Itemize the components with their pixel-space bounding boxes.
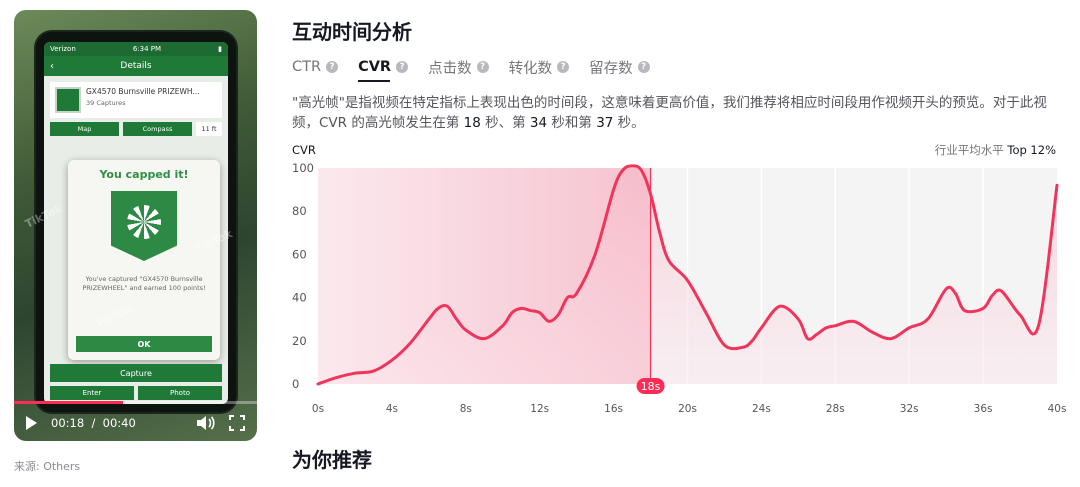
tab-retention[interactable]: 留存数 ? [589, 56, 650, 78]
help-icon[interactable]: ? [396, 61, 409, 73]
time-separator: / [87, 415, 99, 430]
modal-ok-button: OK [76, 336, 212, 352]
tab-label: 留存数 [589, 60, 633, 77]
cache-captures: 39 Captures [86, 99, 126, 107]
video-source: 来源: Others [14, 460, 81, 473]
play-icon[interactable] [26, 415, 37, 430]
back-arrow-icon: ‹ [50, 60, 54, 72]
video-progress-bar[interactable] [14, 401, 257, 404]
video-controls: 00:18 / 00:40 [14, 404, 257, 441]
help-icon[interactable]: ? [476, 61, 489, 73]
phone-button-row: Map Compass 11 ft [50, 122, 222, 136]
volume-icon[interactable] [195, 415, 215, 431]
cache-name: GX4570 Burnsville PRIZEWH... [86, 87, 200, 96]
video-time: 00:18 / 00:40 [51, 416, 195, 430]
tab-ctr[interactable]: CTR ? [292, 56, 339, 78]
phone-capture-button: Capture [50, 364, 222, 382]
series-area [318, 165, 1057, 384]
y-tick-label: 40 [292, 291, 307, 305]
desc-highlight-time: 34 [529, 115, 548, 131]
modal-text: You've captured "GX4570 Burnsville PRIZE… [82, 275, 206, 293]
fullscreen-icon[interactable] [229, 414, 245, 431]
help-icon[interactable]: ? [637, 61, 650, 73]
x-tick-label: 16s [604, 403, 623, 415]
x-tick-label: 8s [460, 403, 472, 415]
capture-modal: You capped it! You've captured "GX4570 B… [68, 160, 220, 360]
desc-text: 秒、第 [480, 115, 530, 131]
x-tick-label: 40s [1048, 403, 1066, 415]
phone-distance: 11 ft [196, 122, 222, 136]
x-tick-label: 36s [974, 403, 993, 415]
video-player[interactable]: Verizon 6:34 PM ▮ ‹ Details GX4570 Burns… [14, 10, 257, 441]
tab-label: 点击数 [428, 60, 472, 77]
y-tick-label: 60 [292, 247, 307, 261]
phone-bottom-buttons: Enter Photo [50, 386, 222, 400]
phone-enter-button: Enter [50, 386, 134, 400]
help-icon[interactable]: ? [326, 61, 339, 73]
tab-clicks[interactable]: 点击数 ? [428, 56, 489, 78]
phone-app-bar: ‹ Details [44, 56, 228, 76]
y-tick-label: 20 [292, 334, 307, 348]
phone-in-video: Verizon 6:34 PM ▮ ‹ Details GX4570 Burns… [36, 32, 236, 412]
x-tick-label: 0s [312, 403, 324, 415]
cvr-chart[interactable]: 18s 0 20 40 60 80 100 0s 4s 8s 12s 16s 20s 24s 28s 32s 3… [286, 140, 1066, 420]
cache-card: GX4570 Burnsville PRIZEWH... 39 Captures [50, 82, 222, 118]
desc-highlight-time: 37 [596, 115, 614, 131]
y-tick-label: 0 [292, 377, 299, 391]
y-tick-label: 100 [292, 161, 314, 175]
x-tick-label: 4s [386, 403, 398, 415]
benchmark-label: 行业平均水平 Top 12% [935, 143, 1056, 157]
tab-cvr[interactable]: CVR ? [358, 56, 409, 82]
highlight-description: "高光帧"是指视频在特定指标上表现出色的时间段，这意味着更高价值，我们推荐将相应… [292, 93, 1062, 133]
y-tick-label: 80 [292, 204, 307, 218]
help-icon[interactable]: ? [557, 61, 570, 73]
phone-compass-button: Compass [123, 122, 192, 136]
tab-label: CVR [358, 59, 392, 75]
phone-map-button: Map [50, 122, 119, 136]
marker-badge [636, 378, 665, 394]
metric-tabs: CTR ? CVR ? 点击数 ? 转化数 ? 留存数 ? [292, 56, 650, 82]
phone-clock: 6:34 PM [132, 45, 162, 53]
phone-status-bar: Verizon 6:34 PM ▮ [44, 42, 228, 56]
prizewheel-badge-icon [111, 191, 177, 261]
x-tick-label: 20s [678, 403, 697, 415]
desc-text: "高光帧"是指视频在特定指标上表现出色的时间段，这意味着更高价值，我们推荐将相应… [292, 95, 1047, 131]
series-line [316, 164, 1059, 386]
phone-carrier: Verizon [50, 45, 76, 53]
tab-conversions[interactable]: 转化数 ? [509, 56, 570, 78]
marker-label: 18s [641, 380, 661, 393]
modal-title: You capped it! [99, 168, 189, 181]
tab-label: 转化数 [508, 60, 553, 77]
cache-thumbnail [55, 87, 81, 113]
x-tick-label: 12s [530, 403, 549, 415]
phone-photo-button: Photo [138, 386, 222, 400]
recommend-title: 为你推荐 [292, 448, 372, 472]
current-time: 00:18 [51, 415, 85, 430]
x-tick-label: 28s [826, 403, 845, 415]
desc-highlight-time: 18 [463, 115, 481, 131]
section-title: 互动时间分析 [292, 20, 412, 44]
video-progress-fill [14, 401, 124, 404]
duration: 00:40 [102, 415, 136, 430]
phone-screen: Verizon 6:34 PM ▮ ‹ Details GX4570 Burns… [44, 42, 228, 404]
desc-text: 秒和第 [547, 115, 597, 131]
desc-text: 秒。 [613, 115, 645, 131]
x-tick-label: 32s [900, 403, 919, 415]
tab-label: CTR [292, 59, 322, 75]
x-tick-label: 24s [752, 403, 771, 415]
battery-icon: ▮ [218, 45, 222, 53]
y-axis-label: CVR [292, 143, 316, 157]
phone-screen-title: Details [120, 61, 152, 71]
